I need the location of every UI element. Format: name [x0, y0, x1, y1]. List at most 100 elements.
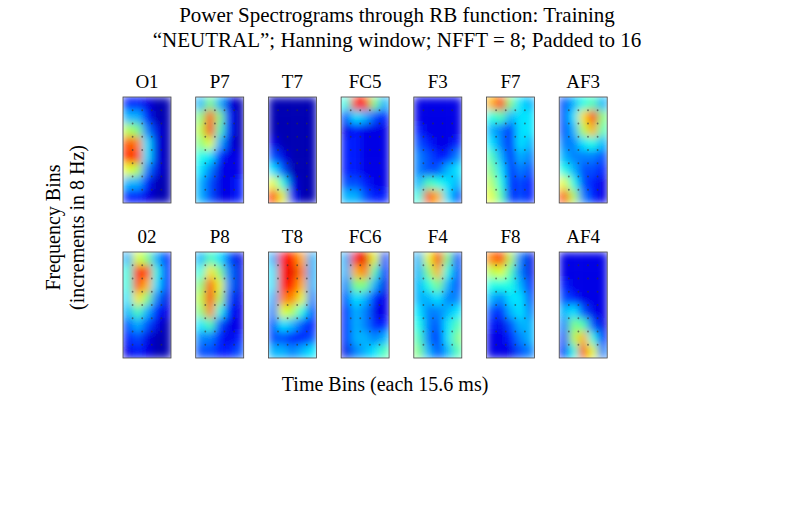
grid-dot — [587, 344, 589, 346]
cell — [307, 163, 317, 177]
cell — [525, 110, 535, 124]
cell — [297, 177, 307, 191]
cell — [588, 137, 598, 151]
cell — [414, 177, 424, 191]
grid-dot — [141, 264, 143, 266]
cell — [443, 124, 453, 138]
cell — [215, 124, 225, 138]
cell — [307, 305, 317, 319]
cell — [215, 332, 225, 346]
cell — [360, 177, 370, 191]
cell — [307, 252, 317, 266]
cell — [414, 345, 424, 358]
grid-dot — [423, 189, 425, 191]
cell — [278, 137, 288, 151]
cell — [205, 252, 215, 266]
panel-frame — [414, 252, 462, 358]
cell — [487, 252, 497, 266]
grid-dot — [568, 291, 570, 293]
cell — [297, 97, 307, 111]
cell — [288, 345, 298, 358]
grid-dot — [451, 331, 453, 333]
cell — [215, 305, 225, 319]
grid-dot — [306, 304, 308, 306]
cell — [569, 265, 579, 279]
cell — [423, 252, 433, 266]
cell — [433, 97, 443, 111]
grid-dot — [161, 344, 163, 346]
cell — [133, 252, 143, 266]
cell — [433, 252, 443, 266]
cell — [433, 265, 443, 279]
grid-dot — [287, 264, 289, 266]
grid-dot — [224, 278, 226, 280]
cell — [152, 137, 162, 151]
cell — [307, 279, 317, 293]
grid-dot — [451, 136, 453, 138]
grid-dot — [505, 149, 507, 151]
grid-dot — [296, 176, 298, 178]
cell — [496, 305, 506, 319]
cell — [414, 150, 424, 164]
grid-dot — [306, 123, 308, 125]
grid-dot — [369, 344, 371, 346]
cell — [487, 332, 497, 346]
cell — [152, 279, 162, 293]
cell — [234, 150, 244, 164]
grid-dot — [151, 304, 153, 306]
grid-dot — [151, 149, 153, 151]
chart: Power Spectrograms through RB function: … — [0, 0, 794, 510]
grid-dot — [423, 278, 425, 280]
grid-dot — [233, 109, 235, 111]
cell — [161, 332, 171, 346]
grid-dot — [442, 331, 444, 333]
cell — [433, 292, 443, 306]
cell — [307, 124, 317, 138]
grid-dot — [224, 136, 226, 138]
grid-dot — [161, 162, 163, 164]
cell — [142, 124, 152, 138]
grid-dot — [151, 264, 153, 266]
cell — [123, 150, 133, 164]
cell — [307, 190, 317, 203]
grid-dot — [423, 291, 425, 293]
cell — [205, 97, 215, 111]
cell — [278, 124, 288, 138]
cell — [297, 150, 307, 164]
cell — [578, 318, 588, 332]
cell — [360, 252, 370, 266]
cell — [225, 305, 235, 319]
grid-dot — [350, 264, 352, 266]
grid-dot — [277, 291, 279, 293]
grid-dot — [287, 344, 289, 346]
cell — [205, 124, 215, 138]
grid-dot — [132, 136, 134, 138]
cell — [360, 163, 370, 177]
cell — [370, 265, 380, 279]
cell — [351, 163, 361, 177]
cell — [423, 332, 433, 346]
cell — [370, 97, 380, 111]
cell — [307, 110, 317, 124]
panel-label: F8 — [500, 226, 520, 247]
cell — [569, 137, 579, 151]
cell — [433, 137, 443, 151]
grid-dot — [369, 162, 371, 164]
cell — [515, 345, 525, 358]
cell — [414, 137, 424, 151]
grid-dot — [359, 291, 361, 293]
panel-label: F7 — [500, 71, 520, 92]
grid-dot — [423, 304, 425, 306]
cell — [380, 332, 390, 346]
grid-dot — [423, 317, 425, 319]
grid-dot — [578, 264, 580, 266]
cell — [152, 345, 162, 358]
cell — [506, 163, 516, 177]
cell — [123, 110, 133, 124]
grid-dot — [204, 123, 206, 125]
cell — [506, 137, 516, 151]
cell — [215, 252, 225, 266]
grid-dot — [224, 344, 226, 346]
cell — [360, 190, 370, 203]
cell — [423, 163, 433, 177]
